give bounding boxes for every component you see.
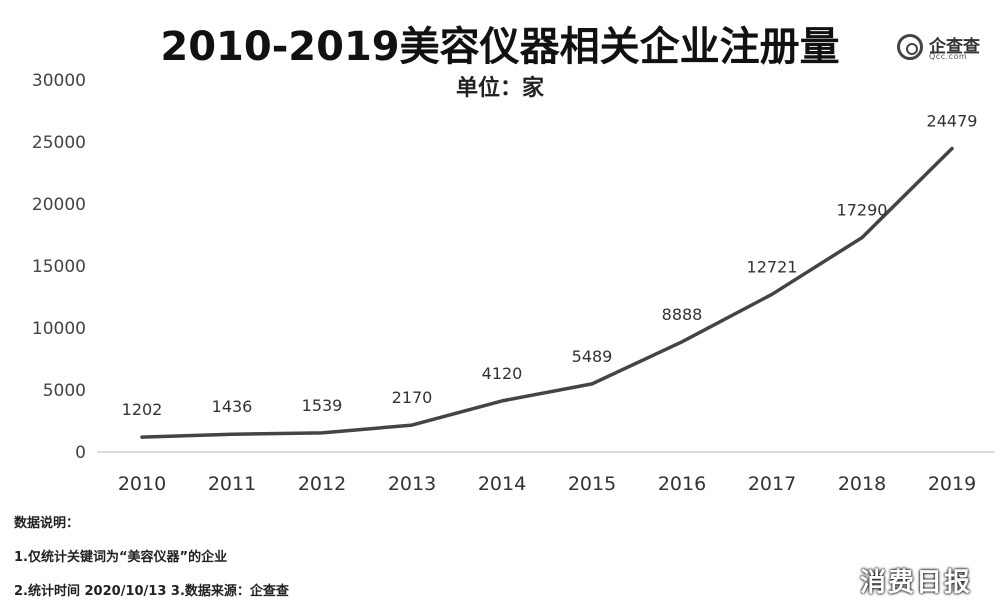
qichacha-logo: 企查查 Qcc.com (897, 32, 989, 64)
data-label: 8888 (662, 305, 703, 324)
y-tick-label: 10000 (32, 319, 86, 339)
y-tick-label: 30000 (32, 71, 86, 91)
chart-subtitle: 单位：家 (455, 76, 544, 101)
note-line-2: 2.统计时间 2020/10/13 3.数据来源：企查查 (14, 584, 289, 599)
watermark-text: 消费日报 (860, 568, 973, 598)
y-tick-label: 5000 (43, 381, 86, 401)
y-axis-ticks: 0 5000 10000 15000 20000 25000 30000 (32, 71, 86, 463)
magnifier-logo-icon (897, 34, 923, 60)
x-tick-label: 2016 (658, 473, 706, 495)
x-tick-label: 2011 (208, 473, 256, 495)
data-labels: 1202 1436 1539 2170 4120 5489 8888 12721 17290 24… (122, 111, 978, 419)
y-tick-label: 25000 (32, 133, 86, 153)
x-tick-label: 2015 (568, 473, 616, 495)
series-line (140, 146, 954, 439)
data-label: 4120 (482, 364, 523, 383)
note-line-1: 1.仅统计关键词为“美容仪器”的企业 (14, 550, 228, 565)
data-label: 17290 (837, 201, 888, 220)
x-tick-label: 2014 (478, 473, 526, 495)
x-tick-label: 2010 (118, 473, 166, 495)
data-label: 12721 (747, 257, 798, 276)
x-tick-label: 2019 (928, 473, 976, 495)
x-tick-label: 2017 (748, 473, 796, 495)
logo-brand-subtext: Qcc.com (929, 52, 968, 61)
y-tick-label: 20000 (32, 195, 86, 215)
data-label: 1202 (122, 400, 163, 419)
notes-heading: 数据说明： (14, 516, 80, 531)
logo-brand-text: 企查查 (929, 37, 980, 57)
x-tick-label: 2012 (298, 473, 346, 495)
x-tick-label: 2018 (838, 473, 886, 495)
x-tick-label: 2013 (388, 473, 436, 495)
data-label: 5489 (572, 347, 613, 366)
data-label: 2170 (392, 388, 433, 407)
y-tick-label: 0 (75, 443, 86, 463)
x-axis-ticks: 2010 2011 2012 2013 2014 2015 2016 2017 2018 2019 (118, 473, 976, 495)
chart-title: 2010-2019美容仪器相关企业注册量 (160, 24, 840, 70)
data-label: 24479 (927, 111, 978, 130)
data-label: 1539 (302, 396, 343, 415)
data-label: 1436 (212, 397, 253, 416)
y-tick-label: 15000 (32, 257, 86, 277)
